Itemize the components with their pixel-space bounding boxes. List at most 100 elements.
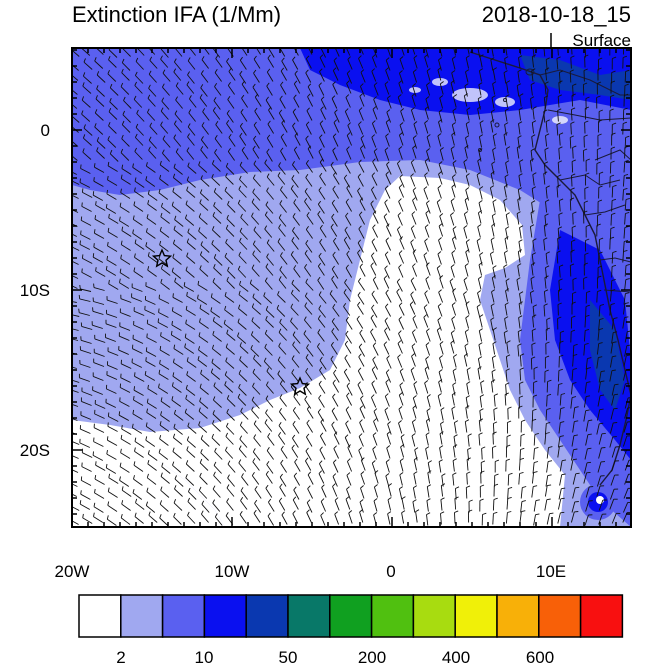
wind-barb-flag xyxy=(200,369,203,374)
wind-barb xyxy=(319,449,326,460)
wind-barb xyxy=(305,371,313,381)
wind-barb xyxy=(358,110,364,121)
wind-barb-flag xyxy=(333,171,337,176)
wind-barb xyxy=(357,304,364,315)
wind-barb xyxy=(533,500,537,512)
wind-barb xyxy=(332,396,339,407)
wind-barb xyxy=(331,321,339,331)
wind-barb-flag xyxy=(94,475,97,480)
wind-barb-flag xyxy=(81,96,85,101)
wind-barb xyxy=(147,388,158,395)
wind-barb-flag xyxy=(109,83,113,88)
wind-barb-flag xyxy=(265,409,268,414)
wind-barb-flag xyxy=(372,432,377,436)
wind-barb xyxy=(332,70,339,81)
wind-barb-flag xyxy=(385,119,390,123)
wind-barb-flag xyxy=(612,56,617,59)
wind-barb-flag xyxy=(199,199,202,204)
wind-barb-flag xyxy=(145,422,148,427)
wind-barb-flag xyxy=(241,43,243,46)
wind-barb-flag xyxy=(82,148,85,153)
wind-barb xyxy=(239,60,247,70)
wind-barb xyxy=(399,474,403,486)
wind-barb-flag xyxy=(199,265,202,270)
wind-barb xyxy=(134,151,143,160)
wind-barb xyxy=(173,167,183,175)
wind-barb xyxy=(251,334,260,343)
wind-barb-flag xyxy=(121,164,124,169)
wind-barb xyxy=(266,137,274,148)
wind-barb xyxy=(94,126,104,135)
wind-barb xyxy=(238,448,247,458)
wind-barb xyxy=(345,409,352,420)
wind-barb-flag xyxy=(184,343,187,348)
wind-barb xyxy=(278,279,287,289)
wind-barb xyxy=(187,136,195,146)
wind-barb xyxy=(160,282,170,290)
wind-barb xyxy=(610,280,613,292)
wind-barb xyxy=(250,348,260,357)
wind-barb xyxy=(133,219,143,226)
wind-barb xyxy=(557,238,559,250)
wind-barb-flag xyxy=(546,421,551,424)
wind-barb-flag xyxy=(212,396,216,401)
wind-barb-flag xyxy=(387,497,392,501)
wind-barb-flag xyxy=(201,122,205,126)
wind-barb-flag xyxy=(372,224,376,229)
wind-barb-flag xyxy=(121,500,124,505)
wind-barb xyxy=(465,303,470,315)
wind-barb-flag xyxy=(172,253,175,258)
lon-label-0: 0 xyxy=(386,562,395,581)
wind-barb xyxy=(371,383,377,394)
wind-barb xyxy=(212,423,221,432)
wind-barb xyxy=(386,98,392,109)
wind-barb-flag xyxy=(199,304,202,309)
wind-barb-flag xyxy=(478,45,481,47)
wind-barb-flag xyxy=(121,120,125,125)
wind-barb-flag xyxy=(293,94,297,99)
wind-barb-flag xyxy=(175,148,179,153)
wind-barb-flag xyxy=(571,107,576,110)
wind-barb xyxy=(371,123,377,134)
wind-barb xyxy=(210,310,221,318)
wind-barb xyxy=(451,318,456,330)
wind-barb-flag xyxy=(174,215,177,220)
wind-barb xyxy=(357,295,365,305)
wind-barb xyxy=(384,268,390,279)
wind-barb-flag xyxy=(559,198,564,201)
wind-barb xyxy=(252,244,261,253)
wind-barb-flag xyxy=(412,263,416,267)
wind-barb xyxy=(370,189,377,200)
wind-barb xyxy=(237,335,247,344)
wind-barb xyxy=(239,165,248,174)
wind-barb xyxy=(241,98,248,108)
wind-barb-flag xyxy=(423,186,428,190)
wind-barb xyxy=(173,502,183,511)
colorbar-label: 2 xyxy=(116,648,125,667)
wind-barb xyxy=(121,244,131,251)
wind-barb-flag xyxy=(266,367,270,372)
wind-barb xyxy=(72,155,78,161)
wind-barb-flag xyxy=(491,161,496,165)
wind-barb xyxy=(186,449,196,458)
wind-barb xyxy=(197,359,208,367)
wind-barb-flag xyxy=(239,70,243,75)
wind-barb-flag xyxy=(134,253,136,258)
wind-barb-flag xyxy=(359,509,363,513)
wind-barb-flag xyxy=(385,67,389,71)
star-icon xyxy=(151,248,173,268)
wind-barb-flag xyxy=(427,460,432,464)
wind-barb xyxy=(160,48,169,58)
wind-barb xyxy=(185,388,196,396)
wind-barb-flag xyxy=(254,107,258,112)
wind-barb-flag xyxy=(437,133,442,137)
wind-barb-flag xyxy=(183,282,186,287)
wind-barb xyxy=(423,189,429,200)
wind-barb xyxy=(72,379,80,383)
wind-barb xyxy=(108,477,119,484)
wind-barb-flag xyxy=(492,133,497,137)
wind-barb xyxy=(583,472,588,484)
wind-barb-flag xyxy=(253,160,257,165)
wind-barb xyxy=(132,413,143,420)
